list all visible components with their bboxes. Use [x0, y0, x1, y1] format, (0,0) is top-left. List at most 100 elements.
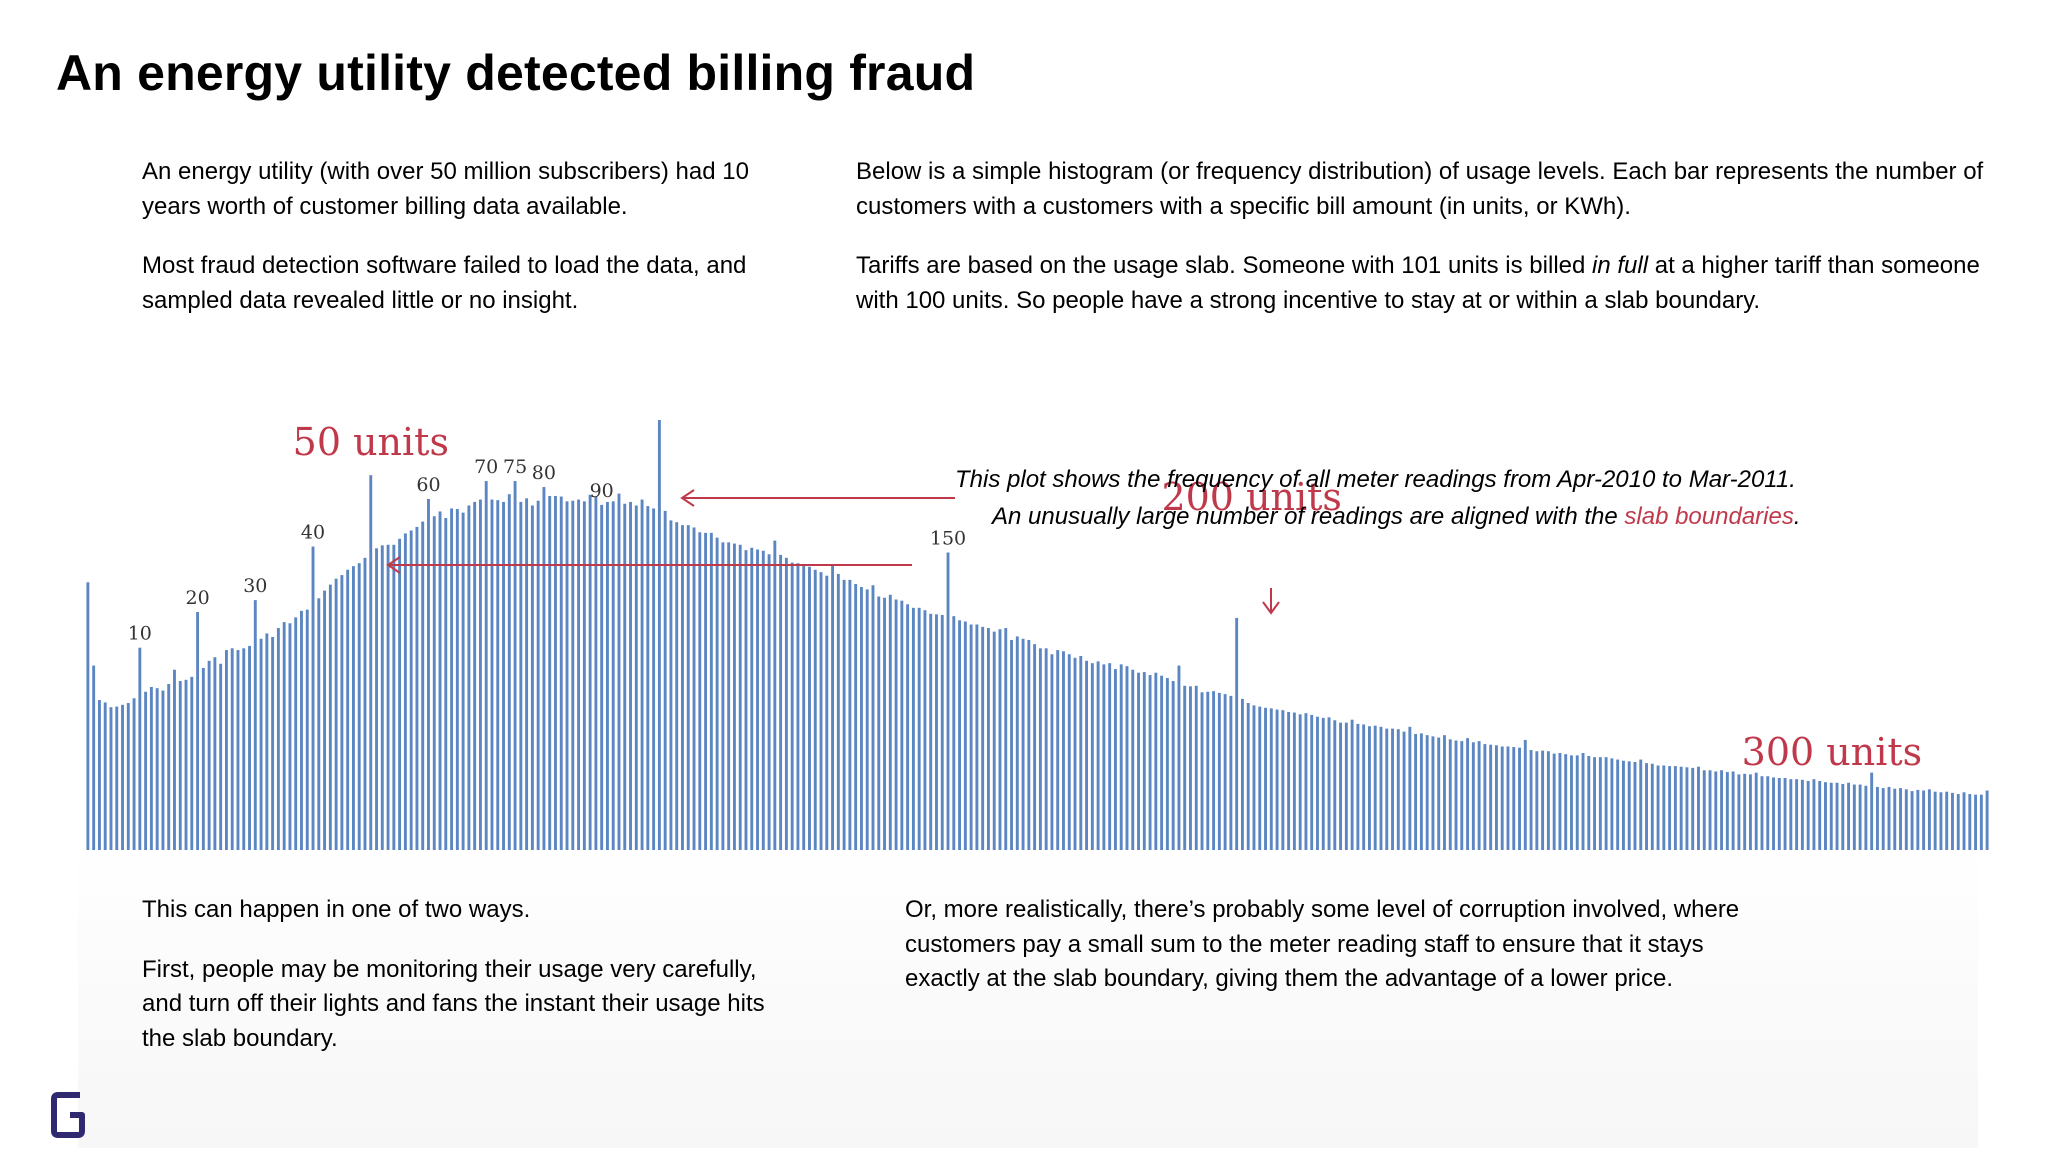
histogram-bar [652, 508, 656, 850]
histogram-bar [1535, 751, 1539, 850]
histogram-bar [1494, 745, 1498, 850]
histogram-bar [1033, 644, 1037, 850]
histogram-bar [484, 481, 488, 850]
histogram-bar [190, 676, 194, 851]
histogram-bar [577, 499, 581, 850]
histogram-bar [178, 681, 182, 850]
histogram-bar [1437, 737, 1441, 850]
histogram-bar [1096, 661, 1100, 850]
histogram-bar [681, 525, 684, 850]
histogram-bar [450, 508, 454, 850]
histogram-bar [923, 610, 927, 850]
histogram-bar [357, 563, 361, 850]
histogram-bar [132, 698, 136, 850]
histogram-bar [1391, 728, 1394, 850]
histogram-bar [548, 495, 552, 850]
histogram-bar [1939, 792, 1943, 850]
histogram-bar [1512, 747, 1516, 850]
histogram-bar [721, 542, 725, 850]
intro-left-paragraph-1: An energy utility (with over 50 million … [142, 158, 749, 220]
histogram-bar [346, 569, 350, 850]
company-logo [51, 1092, 85, 1138]
histogram-bar [669, 520, 673, 850]
tariff-text-start: Tariffs are based on the usage slab. Som… [856, 252, 1593, 279]
histogram-bar [230, 648, 234, 850]
histogram-bar [629, 501, 632, 850]
histogram-bar [1627, 761, 1631, 851]
histogram-bar [1673, 766, 1677, 850]
histogram-bar [1933, 791, 1937, 850]
histogram-bar [1789, 779, 1793, 850]
histogram-bar [184, 679, 188, 850]
histogram-bar [294, 617, 298, 850]
histogram-bar [1506, 746, 1510, 850]
histogram-bar [1362, 724, 1366, 850]
histogram-bar [917, 607, 921, 850]
histogram-bar [1737, 774, 1741, 850]
histogram-bar [1708, 770, 1712, 850]
histogram-bar [1189, 686, 1192, 851]
histogram-bar [155, 688, 159, 850]
histogram-bar [946, 552, 950, 850]
histogram-bar [1812, 779, 1816, 850]
histogram-bar [1904, 789, 1908, 850]
histogram-bar [173, 669, 176, 850]
histogram-bar [1113, 669, 1117, 850]
histogram-bar [311, 546, 315, 850]
histogram-bar [1125, 666, 1129, 850]
histogram-bar [1240, 698, 1244, 850]
intro-right-text: Below is a simple histogram (or frequenc… [856, 155, 2006, 343]
histogram-bar [1414, 733, 1418, 851]
big-label-50-units: 50 units [293, 420, 449, 464]
histogram-bar [1916, 789, 1920, 850]
histogram-bar [97, 700, 101, 850]
histogram-bar [213, 657, 217, 850]
histogram-bar [1783, 778, 1787, 850]
histogram-bar [969, 624, 973, 850]
histogram-bar [519, 501, 523, 850]
histogram-bar [1102, 664, 1106, 850]
histogram-bar [1639, 759, 1643, 850]
histogram-bar [1962, 792, 1966, 850]
histogram-bar [617, 493, 621, 850]
histogram-bar [1870, 772, 1874, 850]
histogram-bar [161, 690, 165, 850]
histogram-bar [554, 495, 557, 850]
histogram-bar [1281, 710, 1285, 850]
histogram-bar [259, 638, 263, 850]
histogram-bar [149, 686, 153, 850]
histogram-bar [1858, 784, 1862, 850]
tariff-text-end: at a higher tariff than someone with 100… [856, 252, 1980, 314]
histogram-bar [1656, 765, 1660, 850]
histogram-bar [1610, 758, 1614, 850]
histogram-bar [167, 684, 171, 850]
histogram-bar [1743, 773, 1747, 850]
histogram-bar [1408, 726, 1412, 850]
histogram-bar [201, 667, 205, 850]
histogram-bar [1142, 672, 1146, 850]
tick-label-70: 70 [474, 456, 498, 478]
histogram-bar [1079, 656, 1083, 850]
histogram-bar [571, 500, 575, 850]
histogram-bar [790, 562, 794, 850]
histogram-bar [103, 702, 107, 850]
histogram-bar [1460, 741, 1464, 851]
histogram-bar [1518, 747, 1521, 850]
histogram-bar [1246, 703, 1250, 850]
intro-right-paragraph-2: Tariffs are based on the usage slab. Som… [856, 249, 2006, 318]
histogram-bar [1165, 678, 1169, 850]
histogram-bar [808, 566, 811, 850]
histogram-bar [1818, 780, 1822, 850]
histogram-bar [1835, 782, 1839, 850]
histogram-bar [738, 544, 742, 850]
histogram-bar [340, 575, 344, 850]
histogram-bar [565, 501, 569, 850]
histogram-bar [1974, 794, 1978, 850]
histogram-bar [1852, 784, 1856, 850]
outro-left-paragraph-2: First, people may be monitoring their us… [142, 955, 765, 1052]
tariff-text-emphasis: in full [1592, 252, 1649, 279]
histogram-bar [115, 706, 119, 851]
histogram-bar [1148, 675, 1152, 850]
histogram-bar [1650, 763, 1654, 851]
histogram-bar [1575, 755, 1579, 850]
